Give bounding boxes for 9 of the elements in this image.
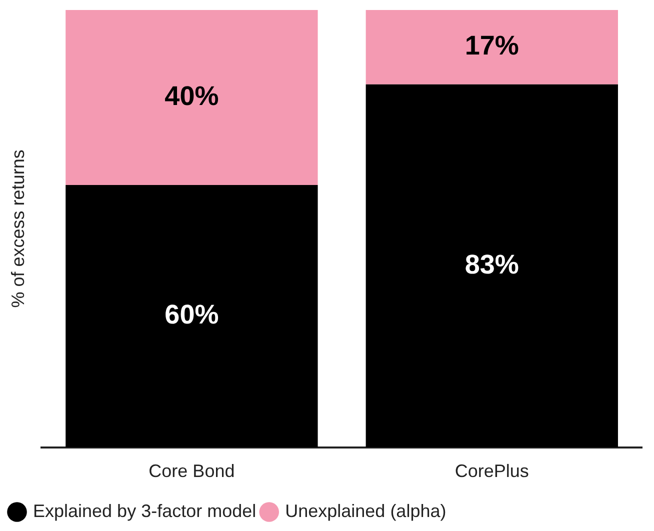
data-label: 83% xyxy=(464,249,519,280)
legend-label: Explained by 3-factor model xyxy=(33,500,256,521)
data-label: 60% xyxy=(164,300,219,330)
data-label: 17% xyxy=(464,30,519,61)
x-tick-label: Core Bond xyxy=(148,461,235,482)
legend-label: Unexplained (alpha) xyxy=(285,500,446,521)
data-label: 40% xyxy=(164,80,219,111)
x-tick-label: CorePlus xyxy=(454,461,529,482)
y-axis-title: % of excess returns xyxy=(8,150,28,308)
